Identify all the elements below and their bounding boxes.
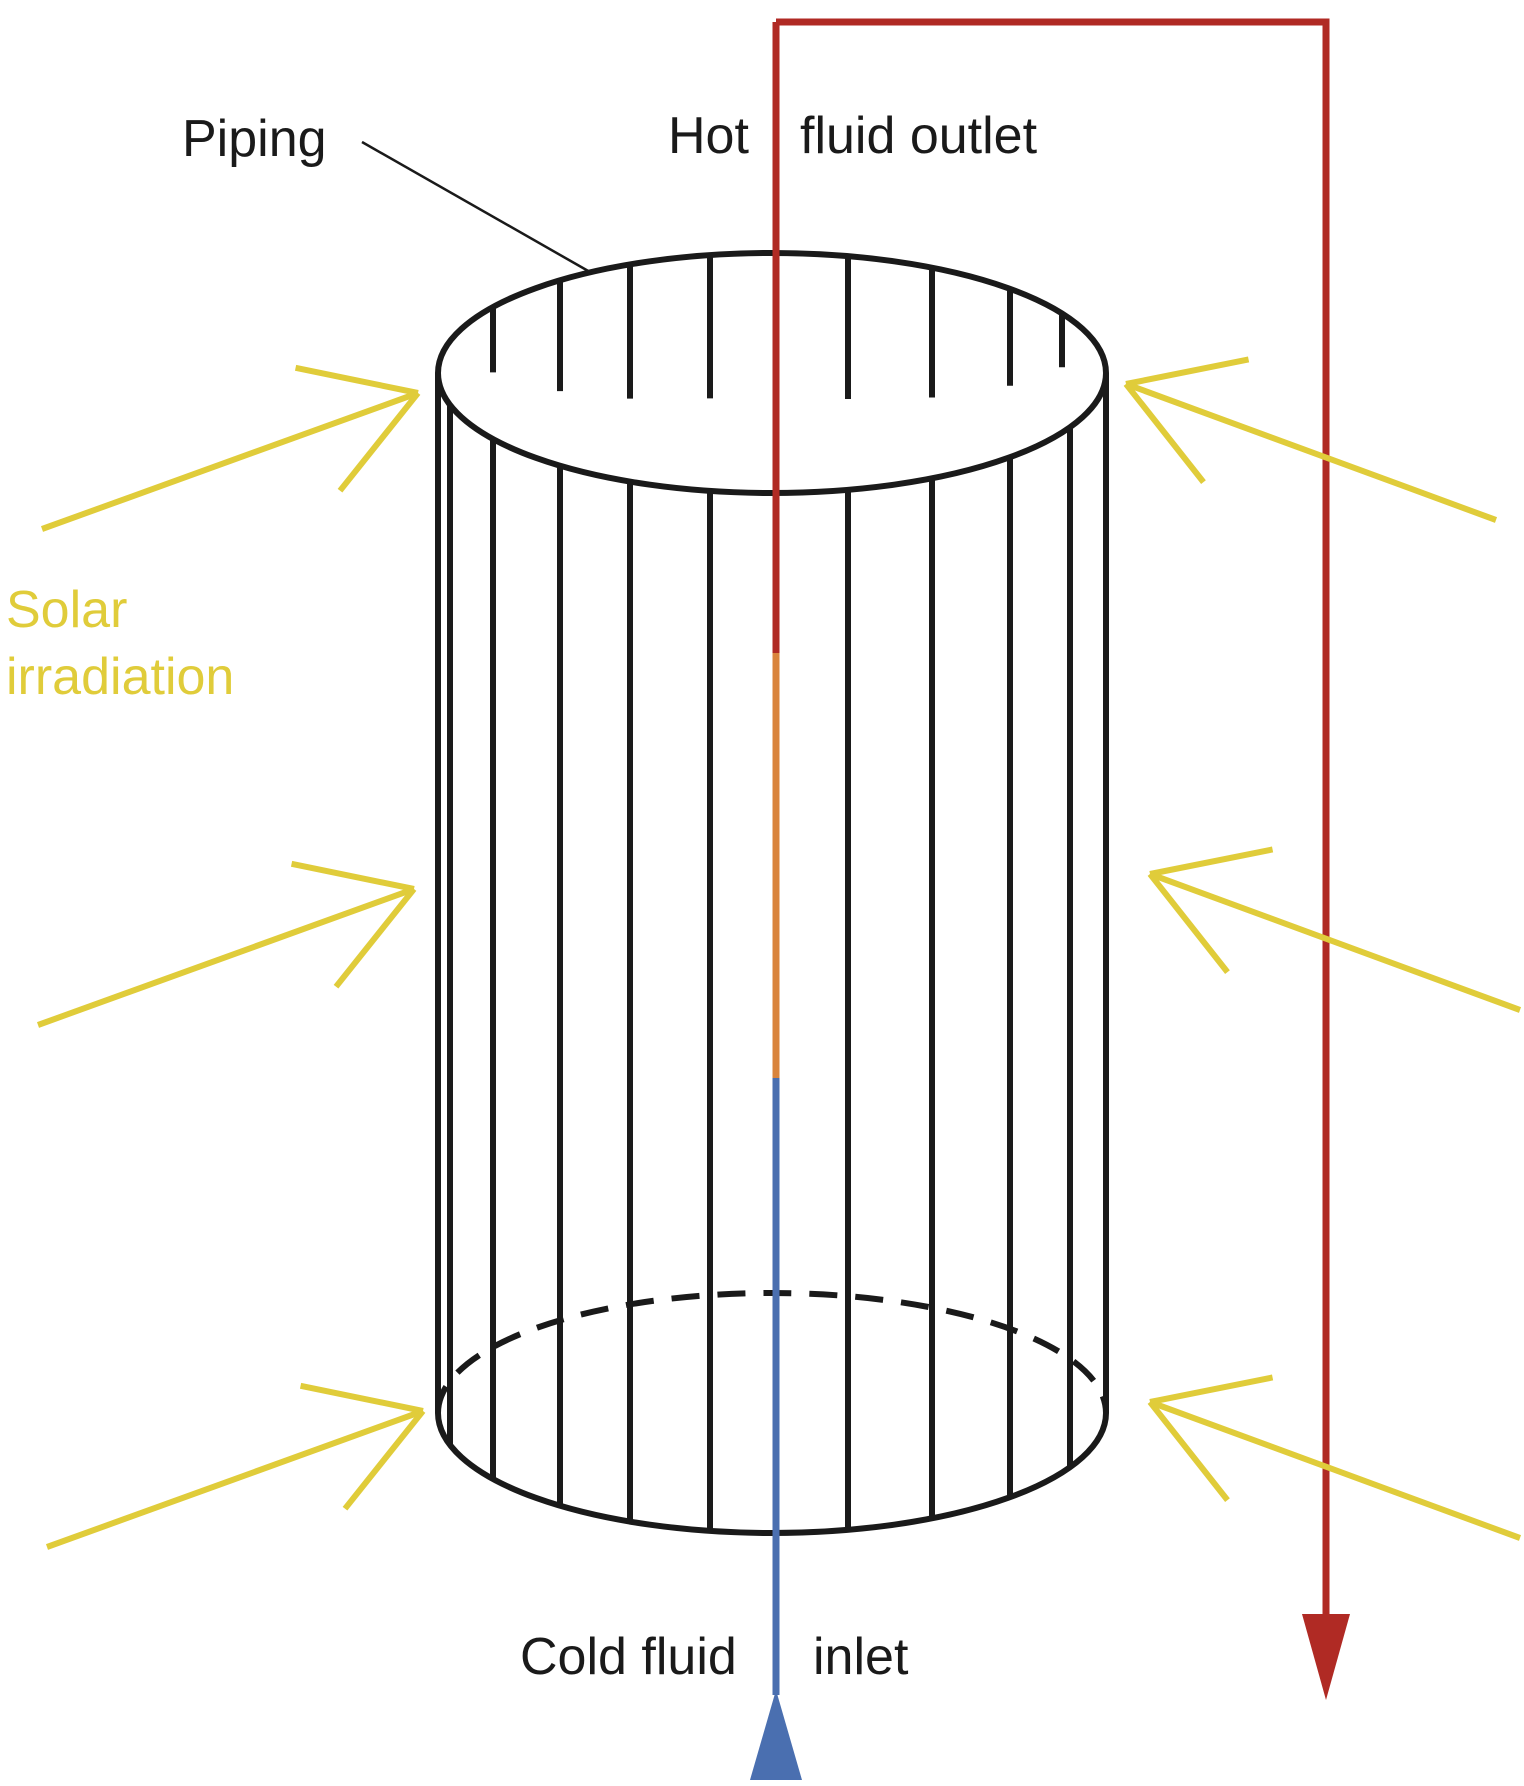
solar-arrow: [36, 860, 417, 1028]
cylinder-bottom-rim-hidden: [435, 1290, 1109, 1414]
piping-label: Piping: [182, 110, 327, 168]
cold-fluid-label: Cold fluid: [520, 1628, 737, 1686]
front-piping-lines: [447, 404, 1073, 1531]
solar-irradiation-arrows: [36, 356, 1522, 1550]
inlet-label: inlet: [813, 1628, 909, 1686]
solar-label-line1: Solar: [6, 581, 127, 639]
back-piping-lines: [490, 255, 1065, 399]
solar-arrow: [1147, 846, 1522, 1013]
cold-inlet-arrowhead: [750, 1690, 802, 1780]
cylinder-top-rim: [435, 250, 1109, 496]
solar-arrow: [45, 1382, 426, 1550]
hot-outlet-pipe: [776, 18, 1330, 1618]
hot-label: Hot: [668, 107, 749, 165]
cylinder-bottom-rim-visible: [435, 1412, 1109, 1536]
solar-arrow: [1147, 1374, 1522, 1541]
solar-label-line2: irradiation: [6, 648, 234, 706]
hot-outlet-arrowhead: [1302, 1614, 1350, 1700]
piping-leader-line: [361, 140, 591, 274]
fluid-outlet-label: fluid outlet: [800, 107, 1038, 165]
solar-arrow: [1123, 356, 1498, 523]
solar-arrow: [40, 364, 421, 532]
